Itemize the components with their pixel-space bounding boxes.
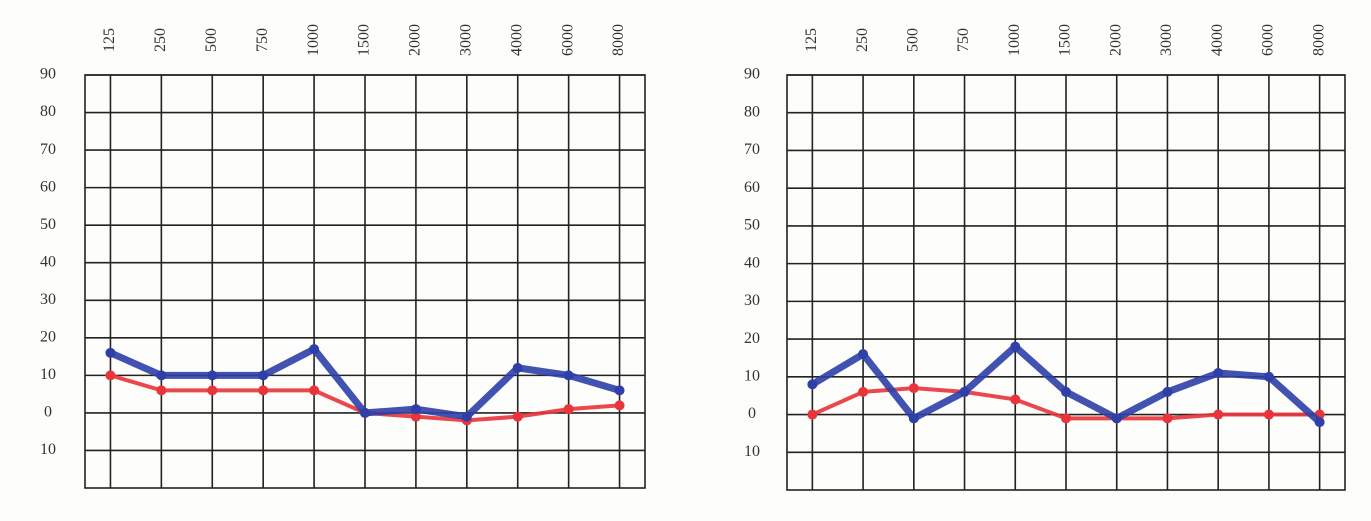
y-tick-label: 40 xyxy=(744,254,760,271)
data-point xyxy=(156,370,167,381)
data-point xyxy=(563,404,574,415)
data-point xyxy=(461,411,472,422)
x-tick-label: 8000 xyxy=(610,24,627,56)
y-tick-label: 70 xyxy=(744,141,760,158)
x-tick-label: 750 xyxy=(254,28,271,52)
data-point xyxy=(410,411,421,422)
x-tick-label: 1500 xyxy=(1057,24,1074,56)
y-tick-label: 30 xyxy=(40,291,56,308)
y-tick-label: 70 xyxy=(40,141,56,158)
x-tick-label: 3000 xyxy=(457,24,474,56)
data-point xyxy=(1162,386,1173,397)
data-point xyxy=(1061,413,1071,424)
x-tick-label: 500 xyxy=(203,28,220,52)
y-tick-label: 0 xyxy=(44,404,52,421)
data-point xyxy=(807,409,818,420)
y-tick-label: 40 xyxy=(40,253,56,270)
data-point xyxy=(1213,368,1224,379)
y-tick-label: 90 xyxy=(744,66,760,83)
data-point xyxy=(1111,413,1122,424)
y-tick-label: 0 xyxy=(748,405,756,422)
data-point xyxy=(614,400,625,411)
y-tick-label: 10 xyxy=(40,441,56,458)
x-tick-label: 1000 xyxy=(1006,24,1023,56)
data-point xyxy=(908,383,919,394)
y-tick-label: 10 xyxy=(744,367,760,384)
data-point xyxy=(258,370,269,381)
x-tick-label: 1500 xyxy=(356,24,373,56)
y-tick-label: 10 xyxy=(40,366,56,383)
data-point xyxy=(908,413,919,424)
x-tick-label: 6000 xyxy=(559,24,576,56)
data-point xyxy=(1263,371,1274,382)
data-point xyxy=(1010,394,1021,405)
data-point xyxy=(807,379,818,390)
data-point xyxy=(207,385,218,396)
x-tick-label: 500 xyxy=(904,28,921,52)
data-point xyxy=(1010,341,1021,352)
data-point xyxy=(156,385,167,396)
y-tick-label: 90 xyxy=(40,66,56,83)
y-tick-label: 60 xyxy=(40,178,56,195)
data-point xyxy=(105,370,116,381)
data-point xyxy=(1162,413,1173,424)
x-tick-label: 2000 xyxy=(1107,24,1124,56)
x-tick-label: 1000 xyxy=(305,24,322,56)
x-tick-label: 750 xyxy=(955,28,972,52)
data-point xyxy=(207,370,218,381)
x-tick-label: 3000 xyxy=(1158,24,1175,56)
y-tick-label: 10 xyxy=(744,443,760,460)
x-tick-label: 4000 xyxy=(508,24,525,56)
data-point xyxy=(959,386,970,397)
data-point xyxy=(309,344,320,355)
y-tick-label: 20 xyxy=(40,328,56,345)
x-tick-label: 125 xyxy=(803,28,820,52)
y-tick-label: 50 xyxy=(744,217,760,234)
data-point xyxy=(309,385,320,396)
x-tick-label: 8000 xyxy=(1310,24,1327,56)
data-point xyxy=(512,362,523,373)
data-point xyxy=(1314,417,1325,428)
data-point xyxy=(1061,386,1071,397)
data-point xyxy=(858,386,869,397)
data-point xyxy=(105,347,116,358)
x-tick-label: 4000 xyxy=(1209,24,1226,56)
x-tick-label: 6000 xyxy=(1260,24,1277,56)
y-tick-label: 80 xyxy=(40,103,56,120)
data-point xyxy=(614,385,625,396)
y-tick-label: 30 xyxy=(744,292,760,309)
data-point xyxy=(1263,409,1274,420)
data-point xyxy=(563,370,574,381)
y-tick-label: 20 xyxy=(744,330,760,347)
data-point xyxy=(360,407,370,418)
x-tick-label: 250 xyxy=(854,28,871,52)
data-point xyxy=(410,404,421,415)
data-point xyxy=(258,385,269,396)
x-tick-label: 250 xyxy=(152,28,169,52)
y-tick-label: 50 xyxy=(40,216,56,233)
data-point xyxy=(512,411,523,422)
x-tick-label: 2000 xyxy=(407,24,424,56)
y-tick-label: 60 xyxy=(744,179,760,196)
data-point xyxy=(858,349,869,360)
y-tick-label: 80 xyxy=(744,103,760,120)
data-point xyxy=(1213,409,1224,420)
x-tick-label: 125 xyxy=(101,28,118,52)
